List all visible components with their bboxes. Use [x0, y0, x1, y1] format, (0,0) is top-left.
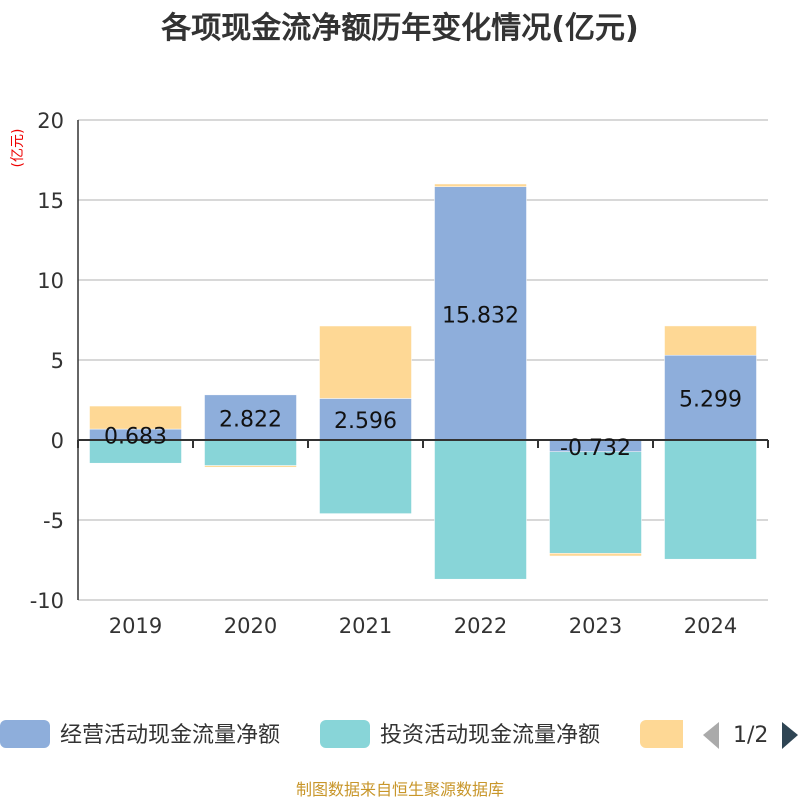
bar-segment-2	[549, 451, 642, 554]
legend-prev-icon[interactable]	[703, 722, 719, 749]
y-tick-label: -10	[30, 589, 64, 613]
bar-segment-3	[204, 465, 297, 468]
y-tick-label: 15	[37, 189, 64, 213]
x-tick-label: 2021	[339, 614, 392, 638]
legend-swatch-financing[interactable]	[640, 720, 690, 748]
chart-title: 各项现金流净额历年变化情况(亿元)	[160, 11, 638, 46]
data-label: -0.732	[560, 436, 631, 461]
y-tick-label: 20	[37, 109, 64, 133]
data-label: 15.832	[442, 303, 519, 328]
legend: 经营活动现金流量净额 投资活动现金流量净额 1/2	[0, 715, 798, 755]
y-tick-label: 0	[51, 429, 64, 453]
x-tick-label: 2024	[684, 614, 737, 638]
bar-segment-3	[434, 183, 527, 187]
data-label: 5.299	[679, 388, 742, 413]
data-label: 2.822	[219, 407, 282, 432]
y-axis-label: (亿元)	[10, 129, 26, 168]
bar-segment-3	[549, 553, 642, 557]
x-tick-label: 2020	[224, 614, 277, 638]
bar-segment-2	[664, 439, 757, 560]
y-tick-label: -5	[43, 509, 64, 533]
x-tick-label: 2023	[569, 614, 622, 638]
bar-segment-1	[434, 186, 527, 441]
bar-segment-1	[204, 394, 297, 441]
y-tick-label: 10	[37, 269, 64, 293]
source-footer: 制图数据来自恒生聚源数据库	[296, 780, 504, 799]
legend-page: 1/2	[733, 723, 768, 748]
x-tick-label: 2022	[454, 614, 507, 638]
x-tick-label: 2019	[109, 614, 162, 638]
bar-segment-3	[89, 405, 182, 430]
legend-clip	[683, 715, 699, 755]
bar-segment-3	[664, 325, 757, 356]
legend-label-operating[interactable]: 经营活动现金流量净额	[60, 723, 280, 748]
bar-segment-2	[204, 439, 297, 466]
bar-segment-3	[319, 325, 412, 399]
data-label: 0.683	[104, 425, 167, 450]
legend-swatch-operating[interactable]	[0, 720, 50, 748]
y-tick-label: 5	[51, 349, 64, 373]
bar-segment-2	[434, 439, 527, 580]
data-label: 2.596	[334, 409, 397, 434]
legend-next-icon[interactable]	[782, 722, 798, 749]
bar-segment-1	[664, 354, 757, 441]
legend-swatch-investing[interactable]	[320, 720, 370, 748]
bar-segment-2	[319, 439, 412, 514]
legend-label-investing[interactable]: 投资活动现金流量净额	[380, 723, 600, 748]
